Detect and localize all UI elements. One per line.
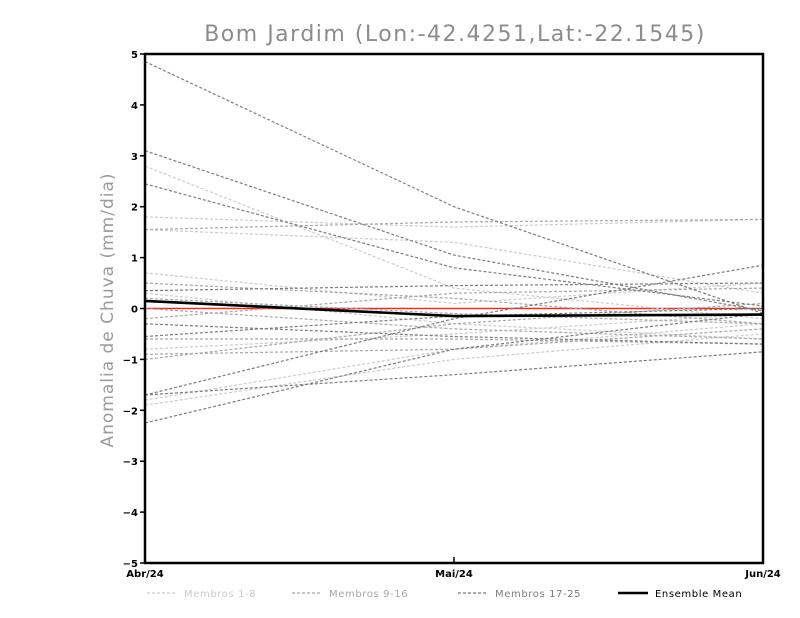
y-tick-label: 0 [131,305,138,316]
y-tick-label: 3 [131,152,138,163]
member-line-24 [144,323,764,345]
member-line-11 [144,302,764,360]
legend: Membros 1-8 Membros 9-16 Membros 17-25 Ense… [147,589,742,600]
y-tick-label: −2 [123,406,138,417]
y-tick-label: 1 [131,254,138,265]
y-axis-label: Anomalia de Chuva (mm/dia) [98,172,118,447]
member-line-19 [144,183,764,307]
member-line-25 [144,307,764,338]
x-tick-label: Jun/24 [744,569,781,580]
y-tick-label: 2 [131,203,138,214]
x-tick-label: Abr/24 [126,569,163,580]
legend-label-2: Membros 9-16 [329,589,408,600]
member-line-5 [144,333,764,406]
member-line-2 [144,216,764,228]
legend-label-1: Membros 1-8 [184,589,256,600]
member-line-20 [144,351,764,396]
member-line-21 [144,264,764,396]
member-line-23 [144,282,764,292]
member-line-1 [144,165,764,320]
y-tick-label: 5 [131,50,138,61]
y-tick-label: −4 [123,508,138,519]
member-line-17 [144,61,764,315]
member-line-9 [144,218,764,231]
legend-label-4: Ensemble Mean [655,589,742,600]
chart-title: Bom Jardim (Lon:-42.4251,Lat:-22.1545) [204,22,706,47]
y-tick-label: −1 [123,355,138,366]
member-line-13 [145,338,764,345]
member-line-14 [144,297,764,325]
plot-area [144,61,764,424]
member-line-15 [144,287,764,320]
member-line-18 [144,150,764,312]
y-tick-label: 4 [131,101,138,112]
y-tick-label: −5 [123,559,138,570]
member-line-22 [144,313,764,424]
ensemble-mean-line [144,299,764,318]
member-line-16 [144,307,764,340]
y-tick-label: −3 [123,457,138,468]
legend-label-3: Membros 17-25 [495,589,581,600]
x-tick-label: Mai/24 [435,569,473,580]
